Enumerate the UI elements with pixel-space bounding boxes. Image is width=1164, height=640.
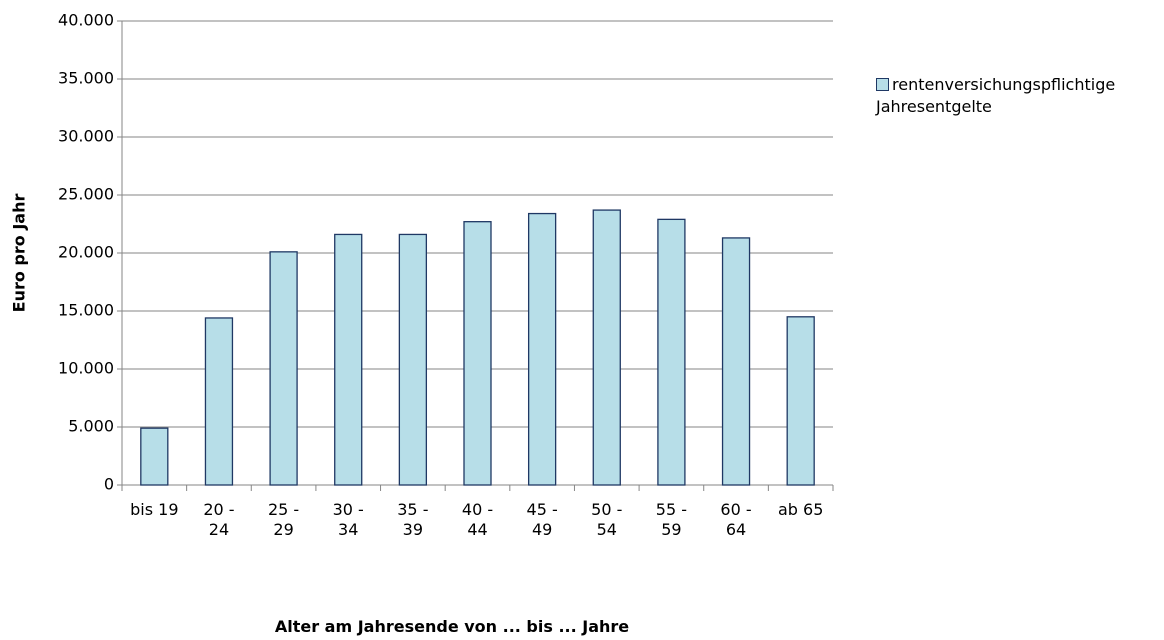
x-tick-label: 45 - 49 [526,500,558,539]
bar [527,212,557,486]
y-tick-label: 10.000 [58,359,114,378]
y-tick-label: 20.000 [58,243,114,262]
bar [398,233,428,486]
bar [463,221,492,486]
y-tick-label: 40.000 [58,11,114,30]
y-tick-label: 35.000 [58,69,114,88]
bar [592,209,621,486]
y-tick-label: 5.000 [68,417,114,436]
x-tick-label: 55 - 59 [655,500,688,539]
x-tick-label: 25 - 29 [267,500,300,539]
bar [721,237,751,486]
legend-label: rentenversichungspflichtige Jahresentgel… [876,75,1116,116]
x-tick-label: 30 - 34 [332,500,364,539]
bar [269,251,298,486]
bar [140,427,169,486]
y-tick-label: 15.000 [58,301,114,320]
x-axis-title: Alter am Jahresende von ... bis ... Jahr… [274,617,630,636]
x-tick-label: 50 - 54 [591,500,623,539]
x-tick-label: bis 19 [130,500,179,519]
legend: rentenversichungspflichtige Jahresentgel… [876,74,1146,118]
x-tick-label: ab 65 [777,500,824,519]
bar [204,317,234,486]
y-tick-label: 30.000 [58,127,114,146]
y-axis-title: Euro pro Jahr [10,194,29,313]
legend-swatch [876,78,889,91]
y-tick-label: 0 [104,475,114,494]
x-tick-label: 60 - 64 [720,500,752,539]
x-tick-label: 35 - 39 [397,500,429,539]
bar [334,233,363,486]
bar [657,218,686,486]
x-tick-label: 40 - 44 [461,500,494,539]
x-tick-label: 20 - 24 [203,500,235,539]
bar [786,316,815,486]
y-tick-label: 25.000 [58,185,114,204]
